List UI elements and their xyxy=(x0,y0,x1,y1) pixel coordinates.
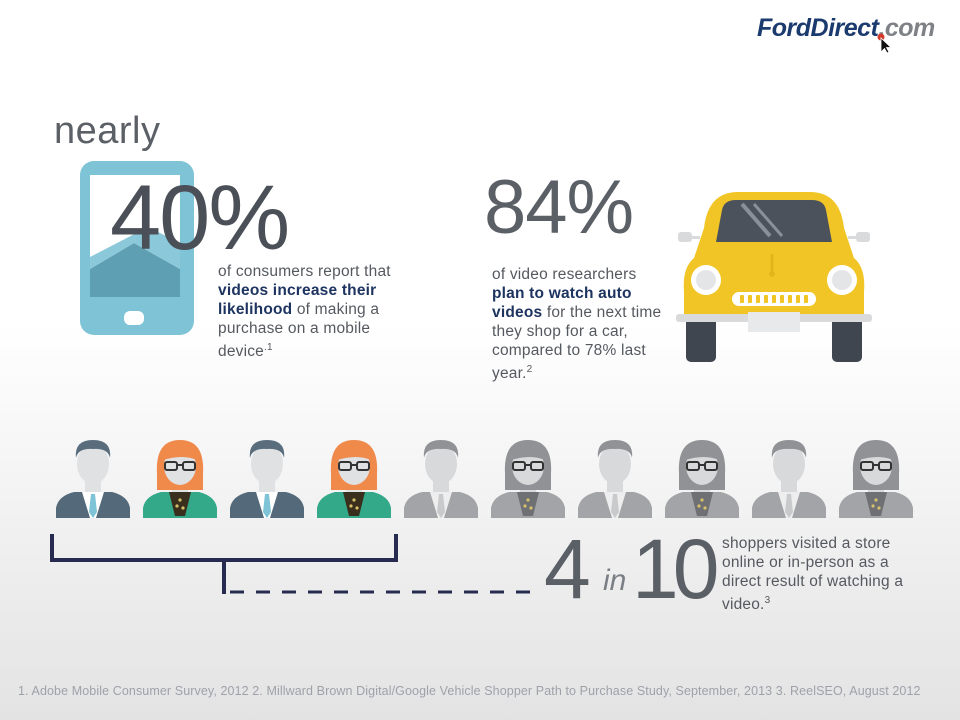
man-person-icon xyxy=(752,440,826,518)
desc84-part-b: for the next time they shop for a car, c… xyxy=(492,304,662,383)
man-person-icon xyxy=(404,440,478,518)
bracket-connector xyxy=(50,534,540,594)
man-person-icon xyxy=(230,440,304,518)
footnote-ref-1: .1 xyxy=(264,342,273,353)
stat-in: in xyxy=(603,564,627,597)
cursor-icon xyxy=(877,33,892,54)
footnote-ref-2: 2 xyxy=(526,364,533,375)
logo-ford: Ford xyxy=(757,14,811,42)
stat-4: 4 xyxy=(544,522,591,616)
desc40-part-b: of making a purchase on a mobile device xyxy=(218,301,380,361)
sources-footnote: 1. Adobe Mobile Consumer Survey, 2012 2.… xyxy=(18,684,921,698)
nearly-label: nearly xyxy=(54,110,161,152)
desc84-part-a: of video researchers xyxy=(492,266,637,283)
tablet-icon xyxy=(80,161,194,335)
people-row xyxy=(52,436,913,518)
stat-10: 10 xyxy=(632,522,719,616)
man-person-icon xyxy=(578,440,652,518)
footnote-ref-3: 3 xyxy=(764,595,771,606)
woman-person-icon xyxy=(143,440,217,518)
woman-person-icon xyxy=(317,440,391,518)
stat-84-percent: 84% xyxy=(484,165,634,250)
desc40-part-a: of consumers report that xyxy=(218,263,391,280)
stat-84-description: of video researchers plan to watch auto … xyxy=(492,265,672,383)
stat-4in10-description: shoppers visited a store online or in-pe… xyxy=(722,534,932,614)
woman-person-icon xyxy=(491,440,565,518)
man-person-icon xyxy=(56,440,130,518)
stat-40-percent: 40% xyxy=(110,167,290,269)
car-icon xyxy=(676,192,872,362)
woman-person-icon xyxy=(665,440,739,518)
desc84-bold: plan to watch auto videos xyxy=(492,285,632,321)
desc40-bold: videos increase their likelihood xyxy=(218,282,377,318)
logo-com: .com xyxy=(878,14,935,42)
logo-direct: Direct xyxy=(810,14,879,42)
desc410-text: shoppers visited a store online or in-pe… xyxy=(722,535,904,614)
woman-person-icon xyxy=(839,440,913,518)
stat-40-description: of consumers report that videos increase… xyxy=(218,262,398,361)
forddirect-logo[interactable]: FordDirect.com xyxy=(757,14,935,43)
